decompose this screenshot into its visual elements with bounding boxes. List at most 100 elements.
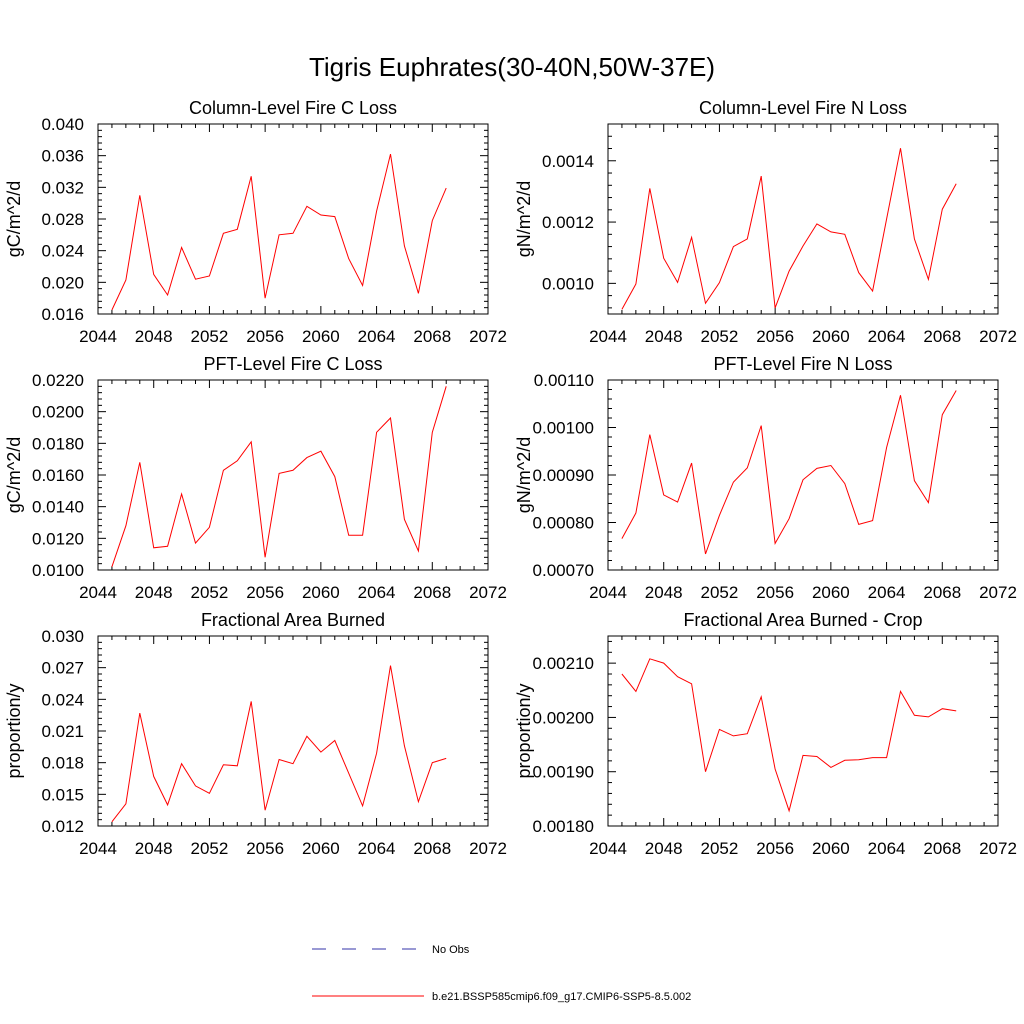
- panel-6: Fractional Area Burned - Crop proportion/…: [514, 610, 1017, 858]
- x-tick-label: 2044: [589, 583, 627, 602]
- legend: No Obs b.e21.BSSP585cmip6.f09_g17.CMIP6-…: [312, 944, 691, 1003]
- x-tick-label: 2064: [358, 327, 396, 346]
- y-tick-label: 0.012: [41, 817, 84, 836]
- x-tick-label: 2052: [191, 839, 229, 858]
- x-tick-label: 2072: [469, 327, 507, 346]
- x-tick-label: 2060: [302, 327, 340, 346]
- y-tick-label: 0.00200: [533, 708, 594, 727]
- x-tick-label: 2056: [246, 583, 284, 602]
- x-tick-label: 2052: [701, 583, 739, 602]
- y-tick-label: 0.030: [41, 627, 84, 646]
- y-tick-label: 0.018: [41, 754, 84, 773]
- y-tick-label: 0.027: [41, 659, 84, 678]
- x-tick-label: 2052: [701, 839, 739, 858]
- y-tick-label: 0.0012: [542, 213, 594, 232]
- y-tick-label: 0.0180: [32, 434, 84, 453]
- x-tick-label: 2060: [812, 327, 850, 346]
- y-axis-label: gN/m^2/d: [514, 181, 534, 257]
- panel-title: Fractional Area Burned: [201, 610, 385, 630]
- x-tick-label: 2060: [812, 839, 850, 858]
- y-tick-label: 0.016: [41, 305, 84, 324]
- y-tick-label: 0.0014: [542, 152, 594, 171]
- series-line: [111, 153, 447, 311]
- x-tick-label: 2056: [756, 327, 794, 346]
- y-axis-label: gN/m^2/d: [514, 437, 534, 513]
- y-tick-label: 0.00100: [533, 419, 594, 438]
- x-tick-label: 2048: [645, 583, 683, 602]
- x-tick-label: 2048: [135, 839, 173, 858]
- x-tick-label: 2068: [413, 839, 451, 858]
- panel-2: Column-Level Fire N Loss gN/m^2/d 2044 2048…: [514, 98, 1017, 346]
- x-tick-label: 2068: [923, 327, 961, 346]
- panel-title: Column-Level Fire N Loss: [699, 98, 907, 118]
- series-line: [111, 665, 447, 823]
- x-tick-label: 2064: [358, 583, 396, 602]
- x-tick-label: 2044: [589, 327, 627, 346]
- y-tick-label: 0.040: [41, 115, 84, 134]
- panels-container: Column-Level Fire C Loss gC/m^2/d 2044 2048…: [4, 98, 1017, 858]
- y-tick-label: 0.00070: [533, 561, 594, 580]
- x-tick-label: 2064: [358, 839, 396, 858]
- x-tick-label: 2072: [469, 583, 507, 602]
- x-tick-label: 2064: [868, 583, 906, 602]
- legend-label-no-obs: No Obs: [432, 944, 470, 956]
- x-tick-label: 2044: [79, 583, 117, 602]
- panel-title: Column-Level Fire C Loss: [189, 98, 397, 118]
- x-tick-label: 2048: [645, 839, 683, 858]
- x-tick-label: 2072: [469, 839, 507, 858]
- panel-5: Fractional Area Burned proportion/y 2044 20…: [4, 610, 507, 858]
- series-line: [621, 390, 957, 555]
- y-tick-label: 0.021: [41, 722, 84, 741]
- x-tick-label: 2044: [79, 839, 117, 858]
- y-tick-label: 0.00080: [533, 514, 594, 533]
- x-tick-label: 2072: [979, 839, 1017, 858]
- series-line: [621, 658, 957, 813]
- y-tick-label: 0.028: [41, 210, 84, 229]
- y-tick-label: 0.00090: [533, 466, 594, 485]
- x-tick-label: 2056: [246, 839, 284, 858]
- y-tick-label: 0.024: [41, 242, 84, 261]
- x-tick-label: 2056: [756, 839, 794, 858]
- x-tick-label: 2048: [135, 583, 173, 602]
- panel-3: PFT-Level Fire C Loss gC/m^2/d 2044 2048 205…: [4, 354, 507, 602]
- panel-title: Fractional Area Burned - Crop: [683, 610, 922, 630]
- x-tick-label: 2064: [868, 839, 906, 858]
- y-axis-label: gC/m^2/d: [4, 437, 24, 513]
- series-line: [621, 148, 957, 310]
- y-tick-label: 0.024: [41, 690, 84, 709]
- y-tick-label: 0.020: [41, 273, 84, 292]
- x-tick-label: 2044: [79, 327, 117, 346]
- y-tick-label: 0.0160: [32, 466, 84, 485]
- x-tick-label: 2056: [756, 583, 794, 602]
- x-tick-label: 2060: [302, 839, 340, 858]
- panel-1: Column-Level Fire C Loss gC/m^2/d 2044 2048…: [4, 98, 507, 346]
- x-tick-label: 2052: [701, 327, 739, 346]
- y-axis-label: proportion/y: [4, 683, 24, 778]
- y-tick-label: 0.0220: [32, 371, 84, 390]
- x-tick-label: 2064: [868, 327, 906, 346]
- x-tick-label: 2052: [191, 327, 229, 346]
- y-axis-label: gC/m^2/d: [4, 181, 24, 257]
- y-tick-label: 0.0140: [32, 498, 84, 517]
- series-line: [111, 386, 447, 567]
- x-tick-label: 2068: [923, 839, 961, 858]
- x-tick-label: 2048: [645, 327, 683, 346]
- panel-title: PFT-Level Fire C Loss: [203, 354, 382, 374]
- y-tick-label: 0.032: [41, 178, 84, 197]
- y-tick-label: 0.036: [41, 147, 84, 166]
- x-tick-label: 2072: [979, 583, 1017, 602]
- x-tick-label: 2052: [191, 583, 229, 602]
- x-tick-label: 2068: [413, 327, 451, 346]
- y-tick-label: 0.00110: [534, 371, 594, 390]
- y-tick-label: 0.00180: [533, 817, 594, 836]
- x-tick-label: 2044: [589, 839, 627, 858]
- x-tick-label: 2068: [923, 583, 961, 602]
- legend-label-model: b.e21.BSSP585cmip6.f09_g17.CMIP6-SSP5-8.…: [432, 991, 691, 1003]
- y-tick-label: 0.00190: [533, 763, 594, 782]
- panel-4: PFT-Level Fire N Loss gN/m^2/d 2044 2048 205…: [514, 354, 1017, 602]
- panel-title: PFT-Level Fire N Loss: [713, 354, 892, 374]
- x-tick-label: 2068: [413, 583, 451, 602]
- x-tick-label: 2056: [246, 327, 284, 346]
